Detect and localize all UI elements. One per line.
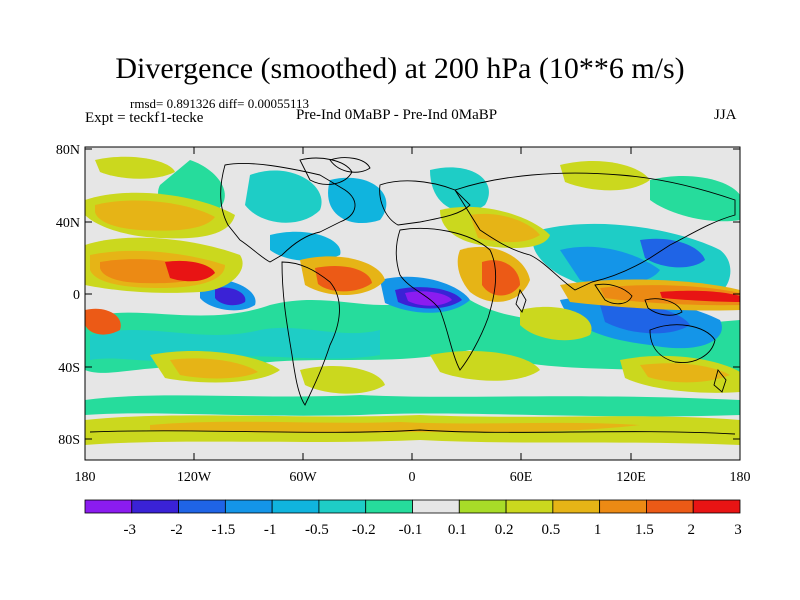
colorbar-label: 0.5	[541, 522, 560, 538]
lat-tick-label: 40S	[58, 361, 80, 376]
colorbar-label: 2	[687, 522, 695, 538]
colorbar-swatch	[552, 499, 601, 514]
colorbar-swatch	[599, 499, 647, 514]
stats-label: rmsd= 0.891326 diff= 0.00055113	[130, 96, 309, 111]
colorbar-label: -0.2	[352, 522, 376, 538]
colorbar-swatch	[692, 499, 741, 514]
longitude-tick-labels: 180 120W 60W 0 60E 120E 180	[75, 470, 751, 485]
colorbar-label: -3	[124, 522, 137, 538]
colorbar-swatch	[271, 499, 320, 514]
lon-tick-label: 60E	[510, 470, 533, 485]
colorbar-swatch	[84, 499, 133, 514]
colorbar-swatch	[412, 499, 460, 514]
colorbar-labels: -3 -2 -1.5 -1 -0.5 -0.2 -0.1 0.1 0.2 0.5 1 1.5 2 3	[124, 522, 742, 538]
latitude-tick-labels: 80N 40N 0 40S 80S	[56, 143, 80, 448]
comparison-label: Pre-Ind 0MaBP - Pre-Ind 0MaBP	[296, 107, 498, 123]
colorbar-swatch	[224, 499, 273, 514]
colorbar-label: -0.1	[399, 522, 423, 538]
colorbar-label: -1	[264, 522, 277, 538]
lon-tick-label: 60W	[289, 470, 317, 485]
map-ticks	[84, 147, 741, 460]
colorbar-swatch	[131, 499, 179, 514]
colorbar-swatch	[178, 499, 226, 514]
colorbar-label: 1.5	[635, 522, 654, 538]
map-field	[85, 147, 740, 460]
lon-tick-label: 120E	[616, 470, 646, 485]
lon-tick-label: 180	[730, 470, 751, 485]
colorbar-swatch	[646, 499, 694, 514]
lon-tick-label: 0	[409, 470, 416, 485]
colorbar-swatch	[318, 499, 367, 514]
colorbar-label: 3	[734, 522, 742, 538]
colorbar-label: 0.2	[495, 522, 514, 538]
colorbar-label: 1	[594, 522, 602, 538]
experiment-label: Expt = teckf1-tecke	[85, 110, 204, 126]
lon-tick-label: 120W	[177, 470, 212, 485]
colorbar-swatch	[458, 499, 507, 514]
season-label: JJA	[714, 107, 737, 123]
map-title: Divergence (smoothed) at 200 hPa (10**6 …	[115, 52, 685, 85]
colorbar-label: -2	[170, 522, 183, 538]
lon-tick-label: 180	[75, 470, 96, 485]
lat-tick-label: 80S	[58, 433, 80, 448]
lat-tick-label: 80N	[56, 143, 80, 158]
colorbar	[84, 499, 741, 514]
contour-fill-yellow-red	[85, 156, 740, 445]
colorbar-swatch	[365, 499, 413, 514]
colorbar-swatch	[505, 499, 554, 514]
colorbar-label: -0.5	[305, 522, 329, 538]
colorbar-label: 0.1	[448, 522, 467, 538]
colorbar-label: -1.5	[211, 522, 235, 538]
lat-tick-label: 0	[73, 288, 80, 303]
coastlines	[89, 157, 736, 435]
lat-tick-label: 40N	[56, 216, 80, 231]
